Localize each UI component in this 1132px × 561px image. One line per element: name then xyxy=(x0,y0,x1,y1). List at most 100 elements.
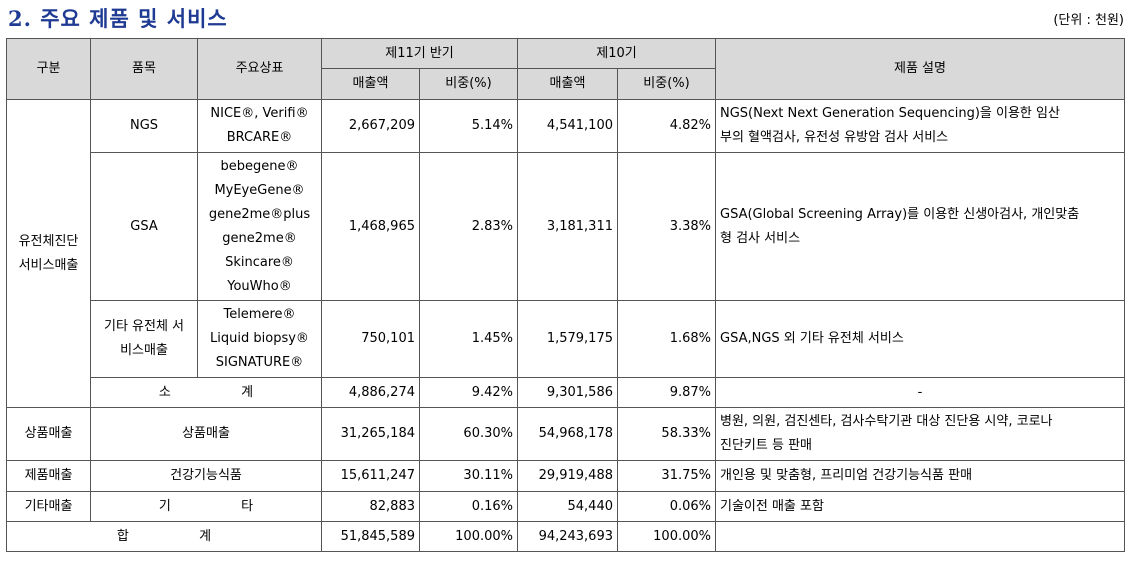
other-genetic-sales-1: 750,101 xyxy=(321,300,420,378)
subtotal-desc: - xyxy=(715,377,1125,408)
genetic-group-cell: 유전체진단 서비스매출 xyxy=(6,99,91,408)
ngs-sales-2: 4,541,100 xyxy=(517,99,618,153)
other-genetic-ratio-2: 1.68% xyxy=(617,300,716,378)
etc-label-b: 타 xyxy=(241,498,254,514)
merch-sales-2: 54,968,178 xyxy=(517,407,618,461)
brand-line: NICE®, Verifi® xyxy=(210,106,309,121)
total-label-b: 계 xyxy=(199,528,212,544)
merch-ratio-2: 58.33% xyxy=(617,407,716,461)
table-row: 상품매출 상품매출 31,265,184 60.30% 54,968,178 5… xyxy=(6,407,1125,461)
brand-line: Skincare® xyxy=(225,254,294,270)
genetic-group-label: 유전체진단 서비스매출 xyxy=(18,233,79,273)
merch-sales-1: 31,265,184 xyxy=(321,407,420,461)
merch-item: 상품매출 xyxy=(90,407,322,461)
subtotal-label-b: 계 xyxy=(241,384,254,400)
brand-line: MyEyeGene® xyxy=(214,182,305,198)
etc-ratio-1: 0.16% xyxy=(419,491,518,522)
section-title: 2. 주요 제품 및 서비스 xyxy=(8,6,228,31)
subtotal-sales-1: 4,886,274 xyxy=(321,377,420,408)
ngs-ratio-1: 5.14% xyxy=(419,99,518,153)
ngs-brands: NICE®, Verifi® BRCARE® xyxy=(197,99,322,153)
brand-line: gene2me®plus xyxy=(208,206,311,222)
ngs-sales-1: 2,667,209 xyxy=(321,99,420,153)
item-line: 비스매출 xyxy=(120,343,168,358)
product-item: 건강기능식품 xyxy=(90,460,322,492)
gsa-item: GSA xyxy=(90,152,198,301)
brand-line: bebegene® xyxy=(220,158,299,174)
ngs-ratio-2: 4.82% xyxy=(617,99,716,153)
other-genetic-brands: Telemere® Liquid biopsy® SIGNATURE® xyxy=(197,300,322,378)
other-genetic-item: 기타 유전체 서 비스매출 xyxy=(90,300,198,378)
header-period2: 제10기 xyxy=(517,38,716,69)
product-desc: 개인용 및 맞춤형, 프리미엄 건강기능식품 판매 xyxy=(715,460,1125,492)
table-row: 유전체진단 서비스매출 NGS NICE®, Verifi® BRCARE® 2… xyxy=(6,99,1125,408)
ngs-desc: NGS(Next Next Generation Sequencing)을 이용… xyxy=(715,99,1125,153)
header-ratio-1: 비중(%) xyxy=(419,68,518,100)
subtotal-label-a: 소 xyxy=(158,384,171,400)
subtotal-ratio-2: 9.87% xyxy=(617,377,716,408)
gsa-brands: bebegene® MyEyeGene® gene2me®plus gene2m… xyxy=(197,152,322,301)
header-sales-2: 매출액 xyxy=(517,68,618,100)
header-ratio-2: 비중(%) xyxy=(617,68,716,100)
gsa-ratio-2: 3.38% xyxy=(617,152,716,301)
header-brand: 주요상표 xyxy=(197,38,322,100)
etc-sales-2: 54,440 xyxy=(517,491,618,522)
table-row: 기타매출 기 타 82,883 0.16% 54,440 0.06% 기술이전 … xyxy=(6,491,1125,522)
other-genetic-ratio-1: 1.45% xyxy=(419,300,518,378)
brand-line: gene2me® xyxy=(222,230,297,246)
brand-line: Liquid biopsy® xyxy=(210,331,309,346)
header-item: 품목 xyxy=(90,38,198,100)
product-sales-1: 15,611,247 xyxy=(321,460,420,492)
gsa-desc: GSA(Global Screening Array)를 이용한 신생아검사, … xyxy=(715,152,1125,301)
total-label-a: 합 xyxy=(116,528,129,544)
other-genetic-desc: GSA,NGS 외 기타 유전체 서비스 xyxy=(715,300,1125,378)
etc-ratio-2: 0.06% xyxy=(617,491,716,522)
header-period1: 제11기 반기 xyxy=(321,38,518,69)
desc-line: 병원, 의원, 검진센타, 검사수탁기관 대상 진단용 시약, 코로나 xyxy=(720,414,1053,429)
product-ratio-1: 30.11% xyxy=(419,460,518,492)
total-ratio-1: 100.00% xyxy=(419,521,518,552)
etc-desc: 기술이전 매출 포함 xyxy=(715,491,1125,522)
brand-line: Telemere® xyxy=(223,307,296,322)
other-genetic-sales-2: 1,579,175 xyxy=(517,300,618,378)
desc-line: NGS(Next Next Generation Sequencing)을 이용… xyxy=(720,106,1060,121)
merch-ratio-1: 60.30% xyxy=(419,407,518,461)
table-row: 제품매출 건강기능식품 15,611,247 30.11% 29,919,488… xyxy=(6,460,1125,492)
etc-label-a: 기 xyxy=(158,498,171,514)
table-row: 소 계 4,886,274 9.42% 9,301,586 9.87% - xyxy=(7,377,1125,408)
subtotal-ratio-1: 9.42% xyxy=(419,377,518,408)
gsa-sales-2: 3,181,311 xyxy=(517,152,618,301)
gsa-ratio-1: 2.83% xyxy=(419,152,518,301)
table-row: GSA bebegene® MyEyeGene® gene2me®plus ge… xyxy=(7,152,1125,301)
total-ratio-2: 100.00% xyxy=(617,521,716,552)
desc-line: 부의 혈액검사, 유전성 유방암 검사 서비스 xyxy=(720,130,949,145)
table-row: 기타 유전체 서 비스매출 Telemere® Liquid biopsy® S… xyxy=(7,300,1125,378)
desc-line: 형 검사 서비스 xyxy=(720,230,801,246)
header-category: 구분 xyxy=(6,38,91,100)
merch-category: 상품매출 xyxy=(6,407,91,461)
table-row: 합 계 51,845,589 100.00% 94,243,693 100.00… xyxy=(6,521,1125,552)
item-line: 기타 유전체 서 xyxy=(103,319,185,334)
subtotal-sales-2: 9,301,586 xyxy=(517,377,618,408)
gsa-sales-1: 1,468,965 xyxy=(321,152,420,301)
product-category: 제품매출 xyxy=(6,460,91,492)
brand-line: BRCARE® xyxy=(226,130,293,145)
header-sales-1: 매출액 xyxy=(321,68,420,100)
merch-desc: 병원, 의원, 검진센타, 검사수탁기관 대상 진단용 시약, 코로나 진단키트… xyxy=(715,407,1125,461)
total-label: 합 계 xyxy=(6,521,322,552)
products-table: 구분 품목 주요상표 제11기 반기 제10기 제품 설명 매출액 비중(%) … xyxy=(6,38,1125,552)
etc-category: 기타매출 xyxy=(6,491,91,522)
unit-label: (단위 : 천원) xyxy=(1053,13,1124,28)
desc-line: GSA(Global Screening Array)를 이용한 신생아검사, … xyxy=(720,206,1080,222)
total-desc xyxy=(715,521,1125,552)
product-ratio-2: 31.75% xyxy=(617,460,716,492)
desc-line: 진단키트 등 판매 xyxy=(720,438,812,453)
etc-sales-1: 82,883 xyxy=(321,491,420,522)
etc-item: 기 타 xyxy=(90,491,322,522)
header-desc: 제품 설명 xyxy=(715,38,1125,100)
total-sales-2: 94,243,693 xyxy=(517,521,618,552)
brand-line: SIGNATURE® xyxy=(215,355,304,370)
product-sales-2: 29,919,488 xyxy=(517,460,618,492)
subtotal-label: 소 계 xyxy=(90,377,322,408)
ngs-item: NGS xyxy=(90,99,198,153)
